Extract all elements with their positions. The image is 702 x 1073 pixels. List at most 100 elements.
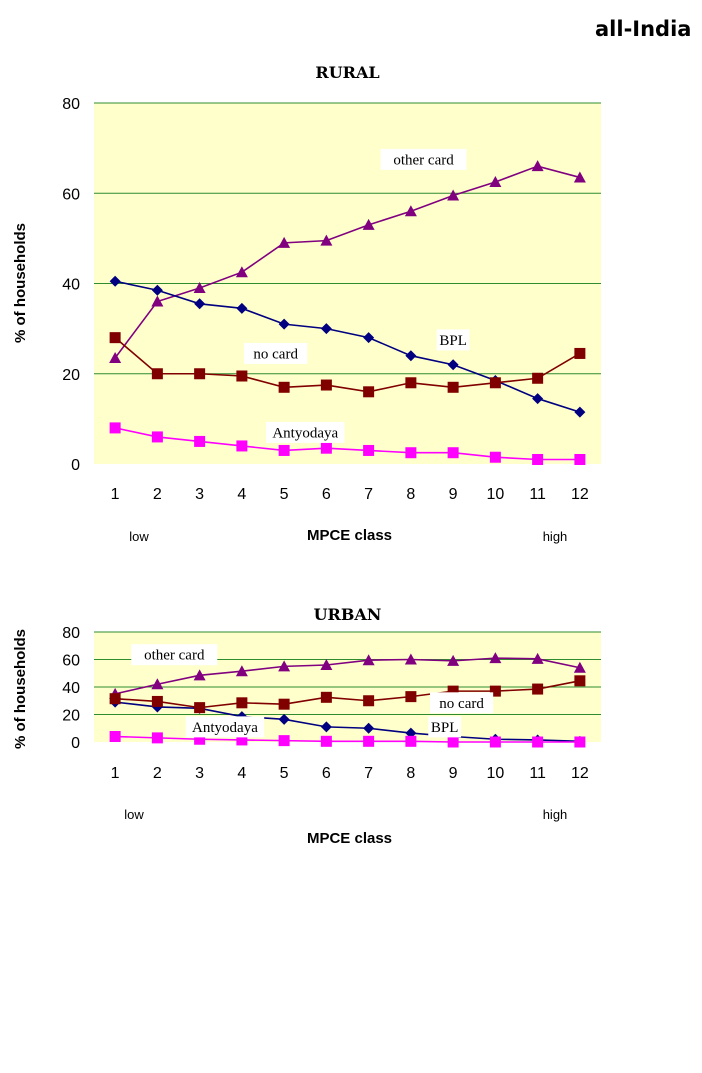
series-line-no-card — [115, 680, 581, 709]
annotation-box-other-card — [131, 644, 218, 666]
series-line-bpl — [114, 280, 581, 413]
point-other-card — [531, 160, 544, 172]
series-line-no-card — [114, 337, 581, 393]
point-other-card — [193, 669, 206, 681]
x-tick-label: 11 — [529, 486, 546, 503]
point-bpl — [278, 318, 290, 330]
point-antyodaya — [109, 731, 121, 742]
x-tick-label: 1 — [111, 486, 120, 503]
x-tick-label: 7 — [364, 765, 373, 782]
point-bpl — [574, 406, 586, 418]
point-bpl — [320, 721, 332, 733]
point-other-card — [362, 218, 375, 230]
point-no-card — [489, 377, 501, 389]
x-tick-label: 9 — [449, 765, 458, 782]
annotation-box-no-card — [429, 692, 494, 714]
point-antyodaya — [532, 736, 544, 748]
point-no-card — [447, 381, 459, 393]
point-no-card — [278, 698, 290, 710]
point-other-card — [109, 351, 122, 363]
point-other-card — [573, 661, 586, 673]
point-other-card — [489, 175, 502, 187]
y-tick-label: 80 — [62, 625, 80, 642]
y-tick-label: 40 — [62, 277, 80, 294]
point-antyodaya — [489, 451, 501, 463]
point-other-card — [278, 236, 291, 248]
y-tick-label: 60 — [62, 186, 80, 203]
series-line-other-card — [114, 165, 581, 359]
y-tick-label: 20 — [62, 367, 80, 384]
point-antyodaya — [236, 440, 248, 452]
series-line-bpl — [115, 701, 580, 743]
point-other-card — [151, 678, 164, 690]
point-other-card — [320, 234, 333, 246]
x-tick-label: 4 — [237, 486, 246, 503]
x-tick-label: 10 — [486, 486, 504, 503]
x-tick-label: 6 — [322, 486, 331, 503]
point-antyodaya — [151, 732, 163, 744]
x-low-label: low — [124, 807, 144, 822]
x-tick-label: 11 — [529, 765, 546, 782]
point-no-card — [151, 695, 163, 707]
point-no-card — [194, 702, 206, 714]
point-antyodaya — [405, 447, 417, 459]
x-high-label: high — [543, 529, 568, 544]
chart-title: URBAN — [314, 605, 382, 624]
point-no-card — [320, 691, 332, 703]
point-no-card — [320, 379, 332, 391]
annotation-box-other-card — [380, 148, 467, 170]
point-no-card — [489, 685, 501, 697]
point-antyodaya — [151, 431, 163, 443]
x-tick-label: 8 — [406, 765, 415, 782]
x-axis-label: MPCE class — [307, 830, 392, 847]
point-no-card — [278, 381, 290, 393]
y-axis-label: % of households — [12, 223, 29, 343]
y-tick-label: 20 — [62, 708, 80, 725]
x-tick-label: 10 — [486, 765, 504, 782]
y-tick-label: 60 — [62, 653, 80, 670]
series-line-other-card — [114, 657, 581, 695]
point-bpl — [151, 284, 163, 296]
point-other-card — [278, 660, 291, 672]
x-axis-label: MPCE class — [307, 527, 392, 544]
point-no-card — [363, 695, 375, 707]
point-no-card — [363, 386, 375, 398]
annotation-box-bpl — [428, 716, 462, 738]
point-no-card — [532, 683, 544, 695]
point-other-card — [573, 171, 586, 183]
point-antyodaya — [109, 422, 121, 434]
point-no-card — [194, 368, 206, 380]
point-bpl — [278, 713, 290, 725]
point-other-card — [489, 652, 502, 664]
point-antyodaya — [489, 736, 501, 748]
point-no-card — [532, 372, 544, 384]
point-antyodaya — [236, 734, 248, 746]
point-other-card — [447, 654, 460, 666]
point-bpl — [363, 332, 375, 344]
point-antyodaya — [532, 453, 544, 465]
point-antyodaya — [320, 735, 332, 747]
annotation-box-no-card — [244, 342, 308, 364]
x-tick-label: 7 — [364, 486, 373, 503]
y-tick-label: 0 — [71, 457, 80, 474]
point-other-card — [447, 189, 460, 201]
y-tick-label: 40 — [62, 680, 80, 697]
annotation-box-antyodaya — [185, 716, 265, 738]
annotation-antyodaya: Antyodaya — [192, 720, 258, 736]
chart-title: RURAL — [315, 63, 379, 82]
point-antyodaya — [278, 444, 290, 456]
x-tick-label: 2 — [153, 486, 162, 503]
point-antyodaya — [447, 447, 459, 459]
x-tick-label: 6 — [322, 765, 331, 782]
point-no-card — [405, 691, 417, 703]
point-other-card — [320, 659, 333, 670]
x-tick-label: 2 — [153, 765, 162, 782]
x-tick-label: 4 — [237, 765, 246, 782]
x-tick-label: 3 — [195, 486, 204, 503]
annotation-no-card: no card — [439, 696, 484, 712]
point-antyodaya — [194, 733, 206, 745]
point-bpl — [447, 359, 459, 371]
point-other-card — [531, 652, 544, 664]
